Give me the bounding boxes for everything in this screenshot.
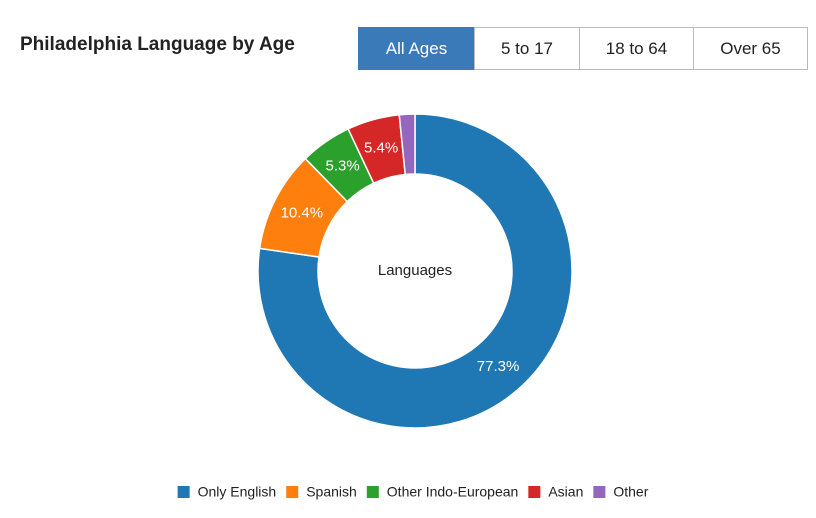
legend-label: Other Indo-European	[387, 484, 519, 500]
legend-label: Only English	[198, 484, 277, 500]
tab[interactable]: Over 65	[693, 27, 808, 70]
legend-swatch	[286, 486, 299, 498]
legend-swatch	[366, 486, 379, 498]
legend-label: Other	[613, 484, 648, 500]
tab[interactable]: 18 to 64	[579, 27, 694, 70]
slice-label: 77.3%	[477, 358, 520, 375]
slice	[398, 113, 416, 176]
age-tabs: All Ages 5 to 17 18 to 64 Over 65	[358, 27, 808, 70]
legend-swatch	[528, 486, 541, 498]
slice-label: 10.4%	[281, 204, 324, 221]
slice-label: 5.3%	[326, 158, 360, 175]
legend-swatch	[593, 486, 606, 498]
legend-label: Spanish	[306, 484, 357, 500]
slice-label: 5.4%	[364, 140, 398, 157]
slice	[257, 113, 573, 429]
legend-label: Asian	[548, 484, 583, 500]
page-title: Philadelphia Language by Age	[20, 34, 295, 55]
legend-swatch	[177, 486, 190, 498]
center-label: Languages	[378, 262, 452, 279]
